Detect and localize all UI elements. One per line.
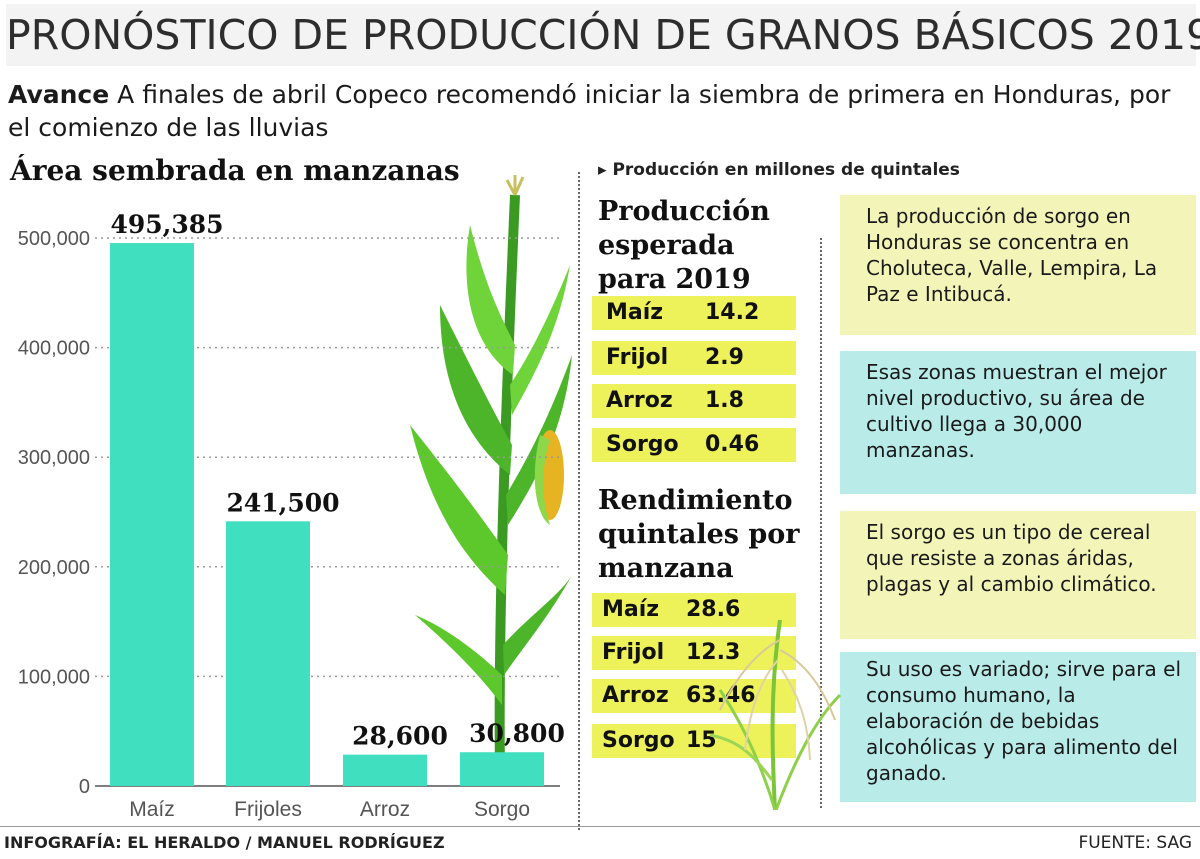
expected-value: 14.2: [705, 300, 760, 325]
x-category-label: Arroz: [360, 798, 410, 821]
expected-name: Sorgo: [606, 432, 679, 457]
y-tick-label: 0: [79, 776, 90, 798]
yield-value: 28.6: [686, 597, 741, 622]
expected-value: 1.8: [705, 388, 744, 413]
expected-row-frijol: Frijol 2.9: [592, 341, 796, 375]
section-divider: [578, 172, 580, 830]
yield-row-maiz: Maíz 28.6: [592, 593, 796, 627]
yield-name: Frijol: [602, 640, 665, 665]
bar-value-label: 495,385: [110, 210, 223, 239]
note-box-4: Su uso es variado; sirve para el consumo…: [840, 652, 1196, 802]
note-box-2: Esas zonas muestran el mejor nivel produ…: [840, 351, 1196, 494]
expected-name: Frijol: [606, 345, 669, 370]
bar-arroz: [343, 754, 427, 786]
area-bar-chart: 0 100,000 200,000 300,000 400,000 500,000 495,…: [18, 210, 565, 821]
yield-name: Arroz: [602, 683, 669, 708]
corn-plant-illustration: [410, 175, 572, 775]
footer-rule: [0, 826, 1200, 827]
bar-value-label: 30,800: [469, 719, 565, 748]
production-subtitle-text: Producción en millones de quintales: [612, 160, 960, 180]
chart-title: Área sembrada en manzanas: [10, 154, 460, 187]
footer-source: FUENTE: SAG: [1078, 833, 1192, 853]
x-category-label: Sorgo: [474, 798, 530, 821]
expected-row-arroz: Arroz 1.8: [592, 384, 796, 418]
expected-row-maiz: Maíz 14.2: [592, 296, 796, 330]
yield-name: Maíz: [602, 597, 660, 622]
expected-row-sorgo: Sorgo 0.46: [592, 428, 796, 462]
bar-frijoles: [226, 521, 310, 786]
y-tick-label: 200,000: [18, 557, 90, 579]
expected-value: 2.9: [705, 345, 744, 370]
yield-row-arroz: Arroz 63.46: [592, 679, 796, 713]
x-category-label: Frijoles: [234, 798, 302, 821]
expected-name: Maíz: [606, 300, 664, 325]
y-tick-label: 500,000: [18, 228, 90, 250]
yield-name: Sorgo: [602, 728, 675, 753]
note-box-1: La producción de sorgo en Honduras se co…: [840, 195, 1196, 335]
bar-value-label: 28,600: [352, 722, 448, 751]
bar-sorgo: [460, 752, 544, 786]
y-tick-label: 300,000: [18, 447, 90, 469]
bar-value-label: 241,500: [226, 488, 339, 517]
yield-title: Rendimiento quintales por manzana: [598, 485, 800, 584]
footer-credit: INFOGRAFÍA: EL HERALDO / MANUEL RODRÍGUE…: [4, 833, 445, 852]
expected-name: Arroz: [606, 388, 673, 413]
bar-maíz: [110, 243, 194, 786]
expected-value: 0.46: [705, 432, 760, 457]
yield-row-frijol: Frijol 12.3: [592, 636, 796, 670]
yield-row-sorgo: Sorgo 15: [592, 724, 796, 758]
production-subtitle: ▸ Producción en millones de quintales: [598, 160, 960, 180]
lead-text: A finales de abril Copeco recomendó inic…: [8, 80, 1171, 142]
sorghum-plant-illustration: [709, 619, 842, 810]
y-tick-label: 100,000: [18, 666, 90, 688]
yield-value: 12.3: [686, 640, 741, 665]
lead-label: Avance: [8, 80, 110, 109]
y-tick-label: 400,000: [18, 338, 90, 360]
lead-paragraph: Avance A finales de abril Copeco recomen…: [8, 78, 1193, 144]
yield-value: 15: [686, 728, 717, 753]
page-title: PRONÓSTICO DE PRODUCCIÓN DE GRANOS BÁSIC…: [6, 4, 1200, 66]
expected-production-title: Producción esperada para 2019: [598, 196, 770, 295]
note-box-3: El sorgo es un tipo de cereal que resist…: [840, 511, 1196, 639]
notes-divider: [820, 238, 822, 808]
x-category-label: Maíz: [129, 798, 175, 821]
yield-value: 63.46: [686, 683, 756, 708]
